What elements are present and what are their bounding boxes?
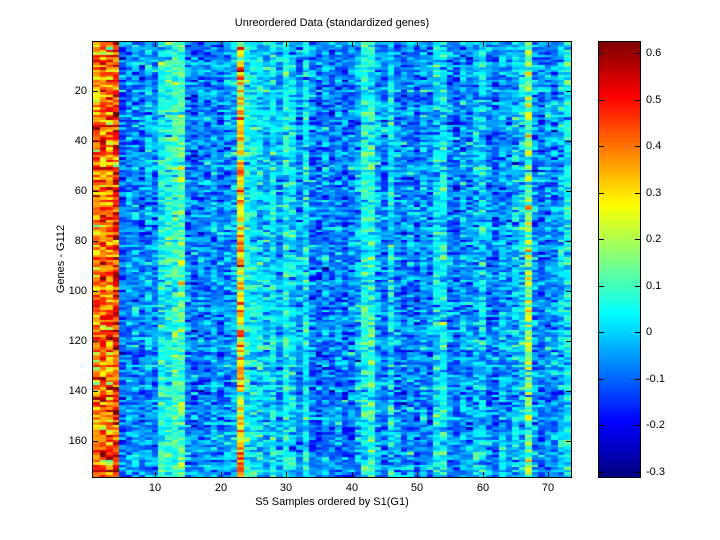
y-tick-label: 140 [68, 385, 87, 397]
y-tick-mark [566, 91, 571, 92]
y-tick-mark [566, 191, 571, 192]
colorbar-tick-mark [635, 425, 640, 426]
x-tick-label: 20 [214, 482, 228, 494]
heatmap-axes [92, 41, 572, 478]
y-tick-mark [566, 391, 571, 392]
x-tick-mark [483, 472, 484, 477]
colorbar-tick-label: -0.2 [646, 419, 665, 431]
x-tick-mark [286, 472, 287, 477]
y-tick-mark [93, 441, 98, 442]
y-tick-mark [93, 91, 98, 92]
y-tick-label: 60 [74, 185, 87, 197]
colorbar-tick-mark [599, 239, 604, 240]
colorbar-tick-mark [635, 286, 640, 287]
x-tick-mark [221, 472, 222, 477]
colorbar-tick-mark [635, 53, 640, 54]
x-tick-label: 40 [345, 482, 359, 494]
x-tick-mark [483, 42, 484, 47]
colorbar-tick-mark [599, 425, 604, 426]
x-tick-label: 70 [541, 482, 555, 494]
y-tick-label: 40 [74, 135, 87, 147]
y-tick-mark [93, 291, 98, 292]
y-tick-mark [566, 441, 571, 442]
colorbar [598, 41, 641, 478]
colorbar-tick-mark [599, 193, 604, 194]
x-tick-mark [221, 42, 222, 47]
x-tick-mark [352, 42, 353, 47]
x-tick-mark [417, 472, 418, 477]
colorbar-tick-mark [635, 239, 640, 240]
y-tick-label: 20 [74, 85, 87, 97]
colorbar-tick-label: 0.5 [646, 94, 662, 106]
colorbar-tick-mark [635, 100, 640, 101]
colorbar-tick-mark [635, 193, 640, 194]
heatmap-canvas [93, 42, 571, 477]
colorbar-canvas [599, 42, 640, 477]
x-tick-mark [286, 42, 287, 47]
colorbar-tick-label: -0.3 [646, 466, 665, 478]
colorbar-tick-label: 0.4 [646, 140, 662, 152]
y-tick-label: 80 [74, 235, 87, 247]
x-tick-mark [548, 472, 549, 477]
colorbar-tick-mark [599, 146, 604, 147]
y-tick-label: 160 [68, 435, 87, 447]
colorbar-tick-mark [599, 379, 604, 380]
colorbar-tick-mark [599, 286, 604, 287]
colorbar-tick-mark [635, 332, 640, 333]
colorbar-tick-mark [599, 472, 604, 473]
y-tick-mark [566, 341, 571, 342]
y-tick-mark [93, 141, 98, 142]
chart-title: Unreordered Data (standardized genes) [234, 17, 430, 29]
colorbar-tick-mark [599, 332, 604, 333]
x-tick-mark [548, 42, 549, 47]
colorbar-tick-label: 0 [646, 326, 653, 338]
y-tick-mark [93, 391, 98, 392]
y-tick-mark [93, 341, 98, 342]
colorbar-tick-label: 0.6 [646, 47, 662, 59]
colorbar-tick-label: 0.2 [646, 233, 662, 245]
y-tick-label: 120 [68, 335, 87, 347]
x-axis-label: S5 Samples ordered by S1(G1) [255, 496, 409, 508]
y-tick-mark [566, 291, 571, 292]
colorbar-tick-mark [635, 472, 640, 473]
x-tick-mark [352, 472, 353, 477]
x-tick-label: 60 [476, 482, 490, 494]
colorbar-tick-mark [599, 53, 604, 54]
colorbar-tick-label: 0.1 [646, 280, 662, 292]
x-tick-mark [155, 472, 156, 477]
y-tick-mark [566, 241, 571, 242]
x-tick-mark [417, 42, 418, 47]
y-tick-label: 100 [68, 285, 87, 297]
colorbar-tick-label: 0.3 [646, 187, 662, 199]
y-tick-mark [566, 141, 571, 142]
y-tick-mark [93, 241, 98, 242]
x-tick-label: 10 [148, 482, 162, 494]
x-tick-label: 30 [279, 482, 293, 494]
x-tick-label: 50 [410, 482, 424, 494]
y-tick-mark [93, 191, 98, 192]
colorbar-tick-mark [635, 146, 640, 147]
colorbar-tick-mark [599, 100, 604, 101]
colorbar-tick-mark [635, 379, 640, 380]
x-tick-mark [155, 42, 156, 47]
colorbar-tick-label: -0.1 [646, 373, 665, 385]
